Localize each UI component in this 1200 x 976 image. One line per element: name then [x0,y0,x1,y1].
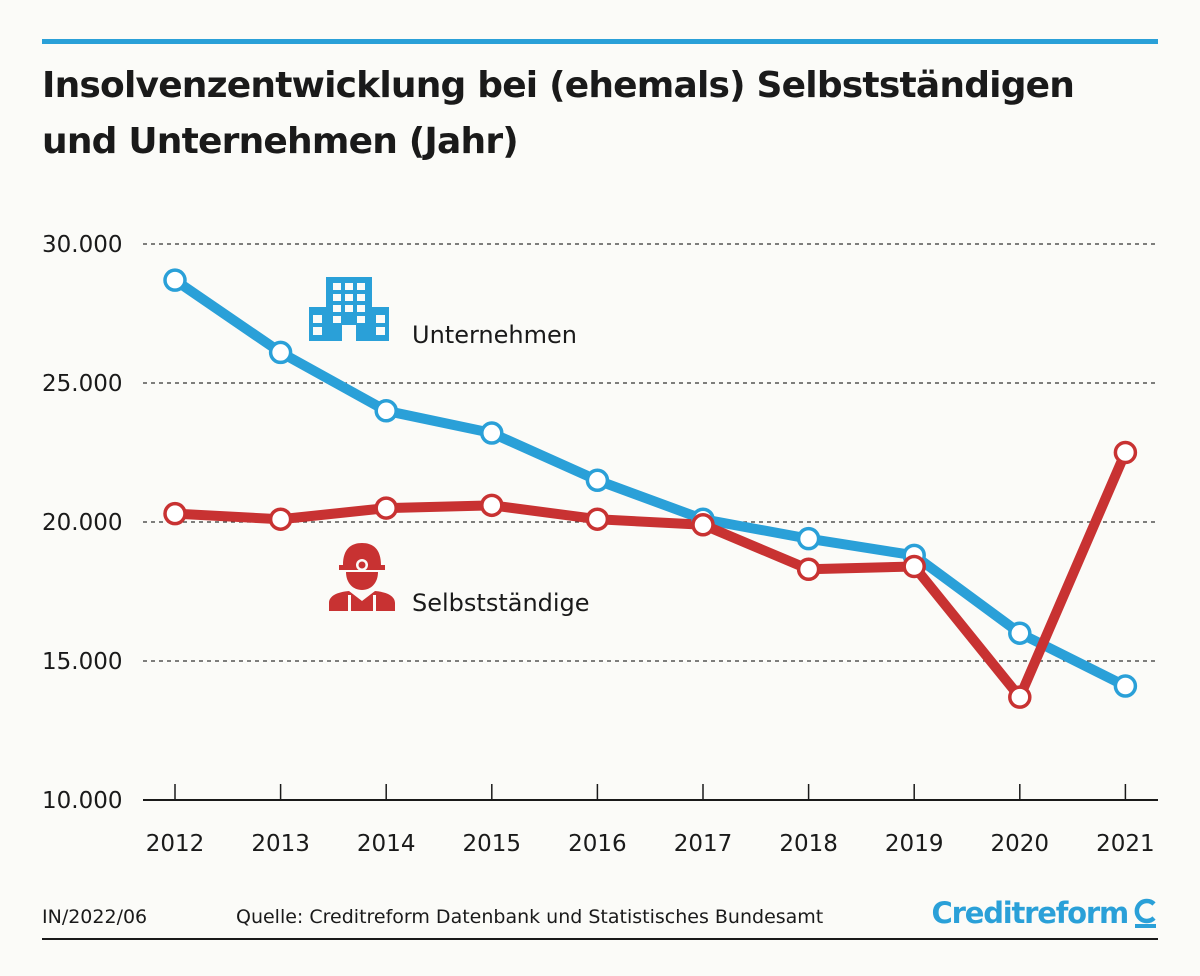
y-tick-label: 10.000 [42,788,122,814]
data-point-selbststaendige [585,507,610,531]
x-tick-label: 2015 [463,831,522,857]
data-point-selbststaendige [163,501,187,526]
construction-worker-icon [329,543,395,611]
x-tick-label: 2012 [146,831,205,857]
series-line-unternehmen [170,275,1131,692]
footer-code: IN/2022/06 [42,906,148,928]
data-point-unternehmen [374,399,398,423]
data-point-unternehmen [1008,621,1032,645]
data-point-selbststaendige [691,513,715,537]
footer-source: Quelle: Creditreform Datenbank und Stati… [236,906,824,928]
legend-label-unternehmen: Unternehmen [412,321,577,349]
x-axis: 2012 2013 2014 2015 2016 2017 2018 2019 2020 2021 [143,784,1158,857]
legend-selbststaendige: Selbstständige [329,543,590,617]
creditreform-c-icon [1134,898,1156,928]
x-tick-label: 2013 [251,831,310,857]
x-tick-label: 2017 [674,831,733,857]
data-point-selbststaendige [1008,685,1032,709]
series-line-selbststaendige [170,447,1131,703]
y-tick-label: 25.000 [42,371,122,397]
chart-title-line-1: Insolvenzentwicklung bei (ehemals) Selbs… [42,65,1075,106]
legend-label-selbststaendige: Selbstständige [412,589,590,617]
y-tick-label: 20.000 [42,510,122,536]
data-point-selbststaendige [268,507,293,531]
grid-lines [143,243,1158,662]
x-tick-label: 2019 [885,831,944,857]
data-point-unternehmen [796,526,821,551]
data-point-selbststaendige [374,496,398,520]
data-point-selbststaendige [480,493,504,518]
office-building-icon [309,277,389,341]
y-tick-label: 15.000 [42,649,122,675]
y-tick-label: 30.000 [42,232,122,258]
legend-unternehmen: Unternehmen [309,277,577,349]
chart-title: Insolvenzentwicklung bei (ehemals) Selbs… [42,58,1158,170]
data-point-unternehmen [585,468,610,493]
x-tick-label: 2018 [779,831,838,857]
footer-rule [42,938,1158,940]
data-point-unternehmen [163,268,187,292]
y-axis-ticks: 10.000 15.000 20.000 25.000 30.000 [42,232,122,814]
x-tick-label: 2021 [1096,831,1155,857]
data-point-unternehmen [480,421,504,445]
brand-logo: Creditreform [932,896,1158,930]
x-tick-label: 2014 [357,831,416,857]
data-point-unternehmen [268,340,293,365]
data-point-unternehmen [1113,674,1138,698]
chart-title-line-2: und Unternehmen (Jahr) [42,121,519,162]
top-accent-rule [42,39,1158,44]
data-point-selbststaendige [902,554,926,579]
data-point-selbststaendige [796,557,821,582]
brand-name: Creditreform [931,896,1130,930]
x-tick-label: 2020 [991,831,1050,857]
data-point-selbststaendige [1113,440,1138,465]
series-lines [163,268,1138,709]
x-tick-label: 2016 [568,831,627,857]
